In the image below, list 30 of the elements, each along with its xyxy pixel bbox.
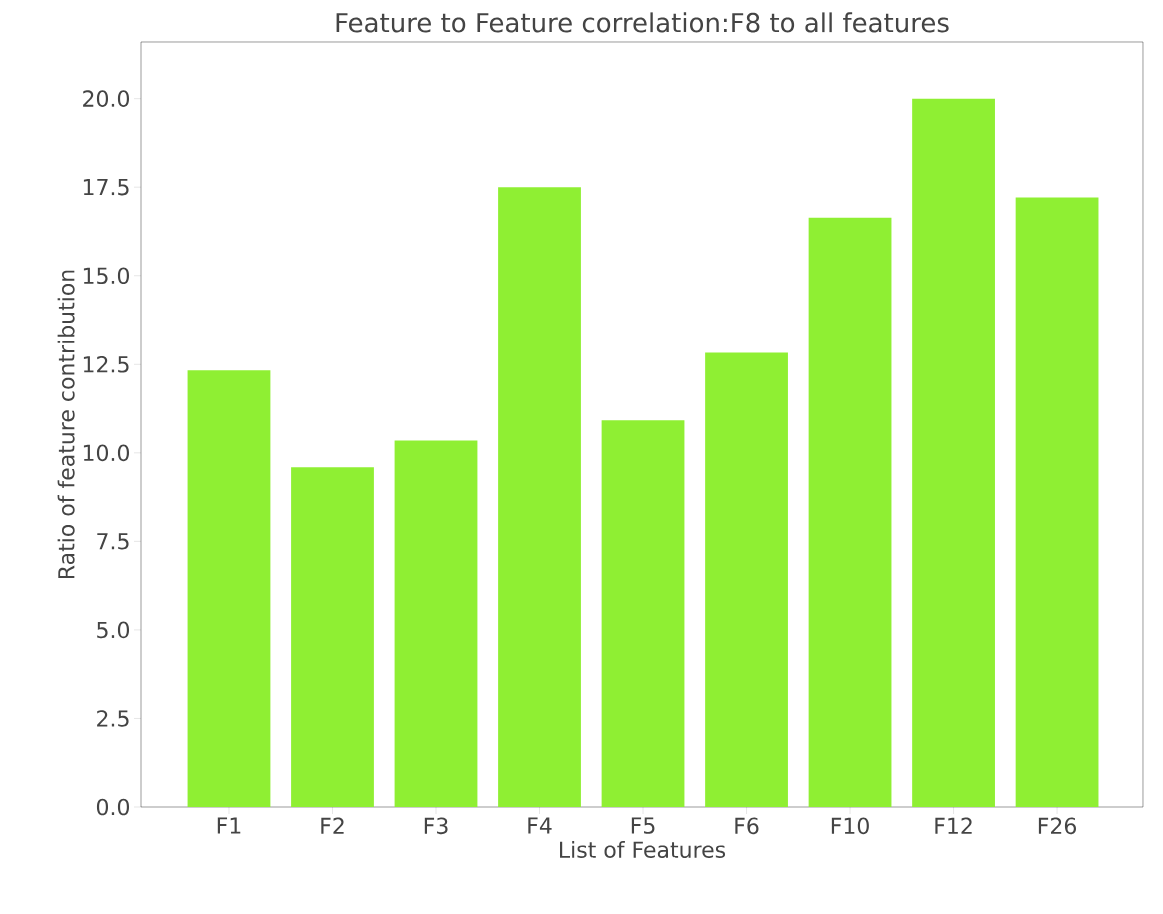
y-tick-label: 17.5 bbox=[83, 179, 129, 196]
bar bbox=[705, 352, 788, 807]
y-tick-label: 10.0 bbox=[83, 444, 130, 462]
y-tick-label: 0.0 bbox=[96, 798, 130, 816]
y-tick-label: 15.0 bbox=[83, 267, 130, 285]
bar bbox=[808, 217, 892, 807]
x-tick-label: F3 bbox=[424, 817, 448, 835]
y-tick-label: 7.5 bbox=[97, 533, 129, 550]
x-tick-label: F26 bbox=[1038, 817, 1076, 835]
x-tick-label: F12 bbox=[935, 817, 972, 834]
x-tick-label: F4 bbox=[528, 817, 552, 834]
chart-title: Feature to Feature correlation:F8 to all features bbox=[336, 12, 949, 33]
x-tick-label: F5 bbox=[631, 817, 655, 834]
bar bbox=[187, 370, 271, 807]
y-axis-title: Ratio of feature contribution bbox=[57, 270, 75, 579]
x-tick-label: F10 bbox=[831, 817, 869, 835]
bar bbox=[601, 420, 685, 807]
bar bbox=[291, 467, 374, 807]
y-tick-label: 5.0 bbox=[97, 621, 130, 639]
y-tick-label: 12.5 bbox=[83, 355, 129, 373]
bar bbox=[1015, 197, 1099, 807]
x-tick-label: F1 bbox=[217, 817, 241, 834]
y-tick-label: 2.5 bbox=[97, 710, 129, 727]
bar bbox=[498, 187, 581, 807]
x-tick-label: F6 bbox=[735, 817, 759, 835]
y-tick-label: 20.0 bbox=[83, 90, 130, 107]
bar bbox=[912, 98, 995, 807]
x-axis-title: List of Features bbox=[560, 841, 726, 859]
x-tick-label: F2 bbox=[321, 817, 344, 834]
bar bbox=[394, 440, 478, 807]
